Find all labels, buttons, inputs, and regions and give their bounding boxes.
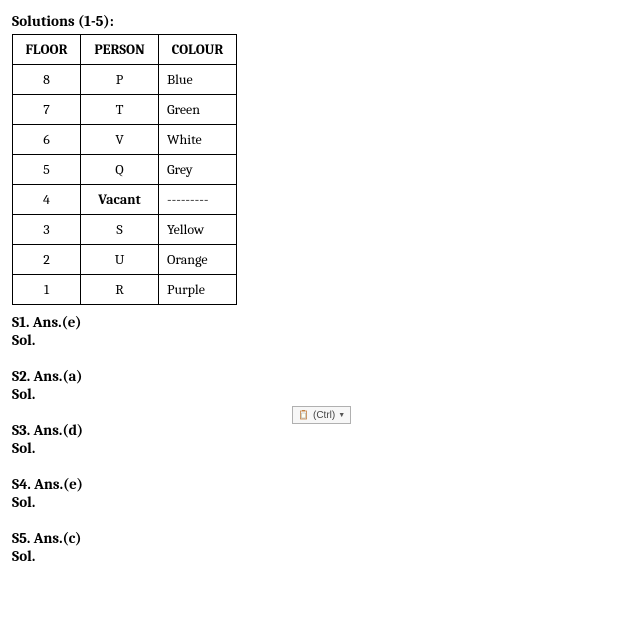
sol-line: Sol.	[12, 439, 630, 457]
cell-floor: 8	[13, 65, 81, 95]
answer-block: S4. Ans.(e)Sol.	[12, 475, 630, 511]
table-row: 3SYellow	[13, 215, 237, 245]
ctrl-label: (Ctrl)	[313, 410, 335, 421]
table-row: 2UOrange	[13, 245, 237, 275]
clipboard-icon	[298, 409, 310, 421]
answer-line: S1. Ans.(e)	[12, 313, 630, 331]
cell-floor: 7	[13, 95, 81, 125]
cell-person: V	[81, 125, 159, 155]
cell-floor: 2	[13, 245, 81, 275]
paste-options-widget[interactable]: (Ctrl) ▼	[292, 406, 351, 424]
cell-floor: 3	[13, 215, 81, 245]
answer-block: S2. Ans.(a)Sol.	[12, 367, 630, 403]
cell-colour: White	[159, 125, 237, 155]
answer-line: S2. Ans.(a)	[12, 367, 630, 385]
answer-block: S1. Ans.(e)Sol.	[12, 313, 630, 349]
answers-section: S1. Ans.(e)Sol.S2. Ans.(a)Sol.S3. Ans.(d…	[12, 313, 630, 565]
cell-colour: Purple	[159, 275, 237, 305]
answer-line: S5. Ans.(c)	[12, 529, 630, 547]
answer-block: S3. Ans.(d)Sol.	[12, 421, 630, 457]
cell-colour: Grey	[159, 155, 237, 185]
col-header-floor: FLOOR	[13, 35, 81, 65]
table-row: 6VWhite	[13, 125, 237, 155]
cell-colour: ---------	[159, 185, 237, 215]
table-body: 8PBlue7TGreen6VWhite5QGrey4Vacant-------…	[13, 65, 237, 305]
cell-person: T	[81, 95, 159, 125]
cell-person: P	[81, 65, 159, 95]
table-row: 5QGrey	[13, 155, 237, 185]
cell-colour: Blue	[159, 65, 237, 95]
cell-person: R	[81, 275, 159, 305]
answer-line: S4. Ans.(e)	[12, 475, 630, 493]
solutions-table: FLOOR PERSON COLOUR 8PBlue7TGreen6VWhite…	[12, 34, 237, 305]
answer-block: S5. Ans.(c)Sol.	[12, 529, 630, 565]
dropdown-arrow-icon: ▼	[338, 412, 345, 419]
cell-floor: 1	[13, 275, 81, 305]
cell-colour: Yellow	[159, 215, 237, 245]
sol-line: Sol.	[12, 547, 630, 565]
cell-colour: Orange	[159, 245, 237, 275]
table-row: 1RPurple	[13, 275, 237, 305]
solutions-heading: Solutions (1-5):	[12, 12, 630, 30]
cell-person: S	[81, 215, 159, 245]
cell-floor: 6	[13, 125, 81, 155]
cell-colour: Green	[159, 95, 237, 125]
col-header-colour: COLOUR	[159, 35, 237, 65]
col-header-person: PERSON	[81, 35, 159, 65]
sol-line: Sol.	[12, 385, 630, 403]
sol-line: Sol.	[12, 493, 630, 511]
cell-person: U	[81, 245, 159, 275]
cell-floor: 4	[13, 185, 81, 215]
cell-person: Q	[81, 155, 159, 185]
cell-floor: 5	[13, 155, 81, 185]
table-row: 7TGreen	[13, 95, 237, 125]
table-row: 8PBlue	[13, 65, 237, 95]
cell-person: Vacant	[81, 185, 159, 215]
table-row: 4Vacant---------	[13, 185, 237, 215]
sol-line: Sol.	[12, 331, 630, 349]
